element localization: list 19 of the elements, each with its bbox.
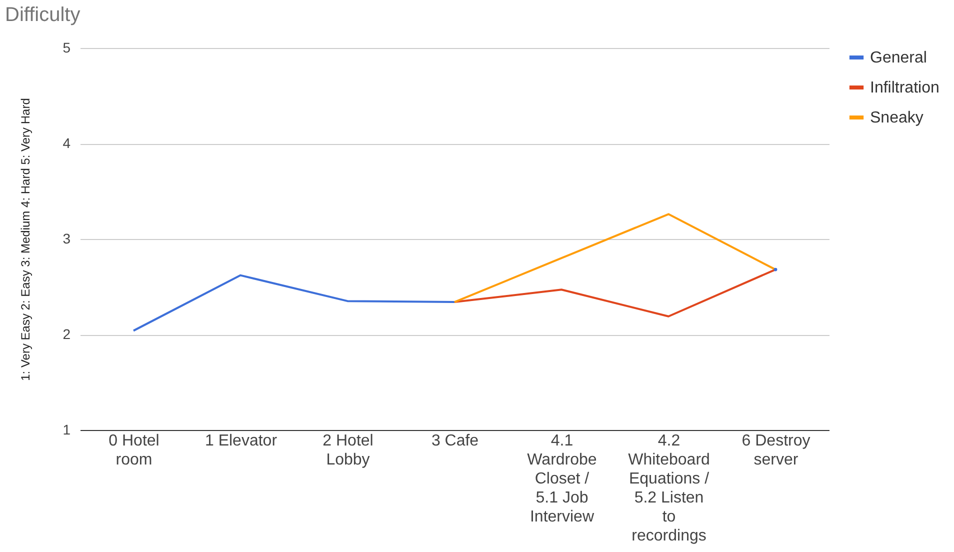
x-tick-label: 4.1 Wardrobe Closet / 5.1 Job Interview (527, 432, 597, 526)
y-tick-label: 2 (62, 326, 71, 342)
x-tick-label: 6 Destroy server (742, 432, 810, 468)
y-tick-label: 5 (62, 40, 71, 56)
chart-title: Difficulty (5, 4, 80, 26)
line-series (454, 268, 776, 318)
y-tick-label: 3 (62, 230, 71, 246)
x-tick-label: 3 Cafe (431, 432, 479, 450)
legend-label: Sneaky (870, 110, 924, 126)
y-axis-title: 1: Very Easy 2: Easy 3: Medium 4: Hard 5: Very Hard (18, 98, 33, 381)
legend-label: Infiltration (870, 80, 940, 96)
x-tick-label: 2 Hotel Lobby (322, 432, 374, 468)
x-tick-label: 4.2 Whiteboard Equations / 5.2 Listen to recordings (628, 432, 710, 544)
y-tick-label: 1 (62, 422, 71, 438)
x-tick-label: 0 Hotel room (108, 432, 160, 468)
line-series (454, 213, 776, 304)
x-tick-label: 1 Elevator (204, 432, 278, 450)
y-tick-label: 4 (62, 135, 71, 151)
legend-label: General (870, 50, 927, 66)
